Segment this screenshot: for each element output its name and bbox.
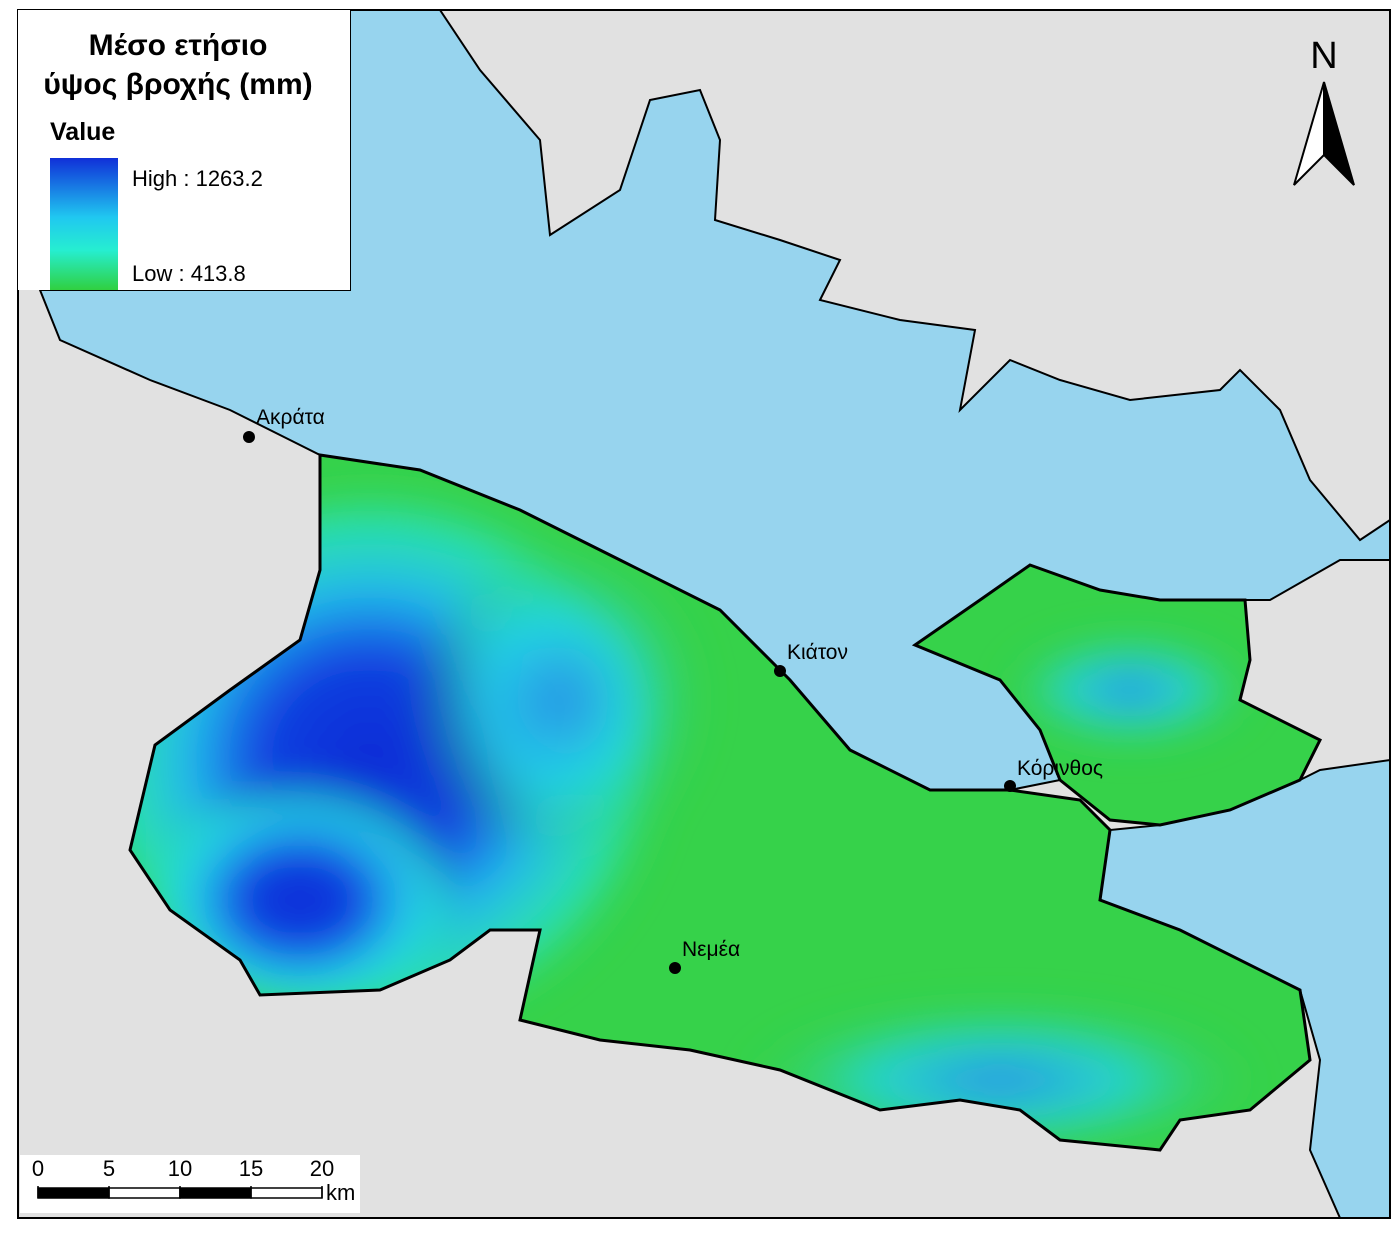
- color-ramp: [50, 158, 118, 290]
- place-label: Νεμέα: [682, 938, 740, 961]
- scale-label: 20: [310, 1156, 334, 1181]
- north-arrow: [1293, 81, 1355, 186]
- region-outline: [128, 453, 1323, 1152]
- scale-label: 15: [239, 1156, 263, 1181]
- legend-high: High : 1263.2: [132, 166, 263, 191]
- place-marker: [1004, 780, 1016, 792]
- scale-label: 5: [103, 1156, 115, 1181]
- legend-title: Μέσο ετήσιο: [89, 29, 268, 62]
- legend-title: ύψος βροχής (mm): [43, 68, 312, 101]
- scale-label: 0: [32, 1156, 44, 1181]
- place-marker: [774, 665, 786, 677]
- scale-segment: [108, 1187, 181, 1199]
- place-label: Κόρινθος: [1017, 757, 1103, 780]
- scale-segment: [250, 1187, 323, 1199]
- scale-segment: [179, 1187, 252, 1199]
- north-label: N: [1310, 35, 1337, 77]
- place-marker: [243, 431, 255, 443]
- scale-label: 10: [168, 1156, 192, 1181]
- place-label: Ακράτα: [256, 406, 325, 429]
- place-marker: [669, 962, 681, 974]
- scale-unit: km: [326, 1180, 355, 1205]
- scale-segment: [37, 1187, 110, 1199]
- place-label: Κιάτον: [787, 641, 848, 664]
- legend-heading: Value: [50, 118, 115, 146]
- legend-low: Low : 413.8: [132, 261, 246, 286]
- scale-box: [20, 1155, 360, 1213]
